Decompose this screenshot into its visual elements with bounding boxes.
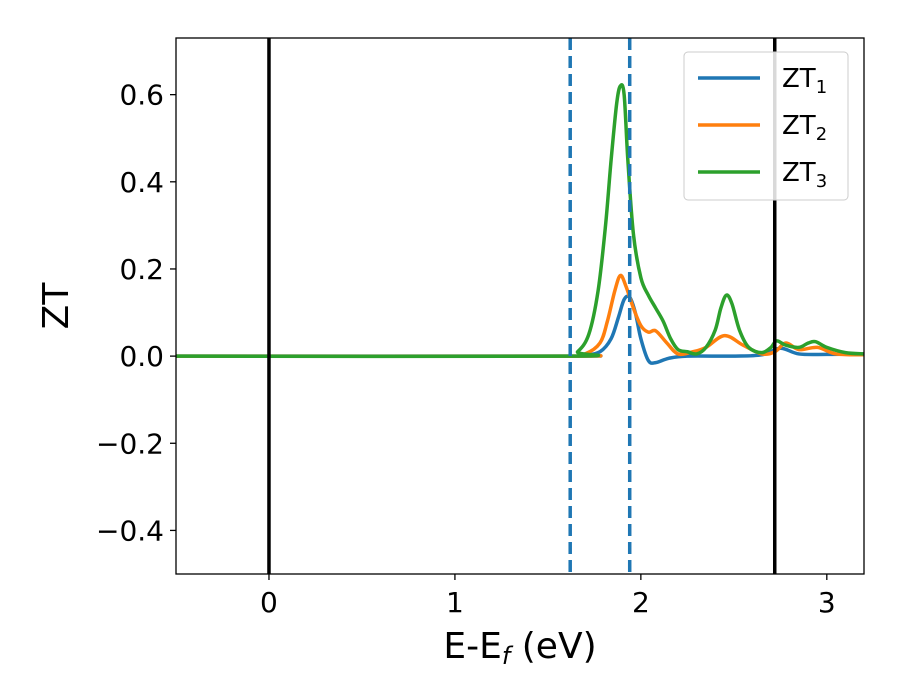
legend: ZT1 ZT2 ZT3 <box>683 51 849 201</box>
y-tick-label: −0.2 <box>96 427 164 460</box>
plot-frame <box>175 37 865 575</box>
y-tick-label: 0.4 <box>119 166 164 199</box>
x-axis: 0 1 2 3 <box>260 574 836 619</box>
y-tick-label: 0.2 <box>119 253 164 286</box>
y-axis-label: ZT <box>36 282 77 330</box>
series-line-3 <box>176 83 864 359</box>
x-tick-label: 1 <box>446 586 464 619</box>
y-tick-label: 0.6 <box>119 79 164 112</box>
y-tick-label: 0.0 <box>119 340 164 373</box>
x-tick-label: 0 <box>260 586 278 619</box>
x-tick-label: 2 <box>632 586 650 619</box>
series-line-2 <box>176 273 864 359</box>
legend-label-2: ZT2 <box>782 111 827 145</box>
legend-box <box>683 51 849 201</box>
x-axis-label: E-Ef (eV) <box>443 626 596 670</box>
y-tick-label: −0.4 <box>96 514 164 547</box>
x-tick-label: 3 <box>818 586 836 619</box>
y-axis: −0.4 −0.2 0.0 0.2 0.4 0.6 <box>96 79 176 547</box>
legend-label-3: ZT3 <box>782 158 827 192</box>
legend-label-1: ZT1 <box>782 64 827 98</box>
